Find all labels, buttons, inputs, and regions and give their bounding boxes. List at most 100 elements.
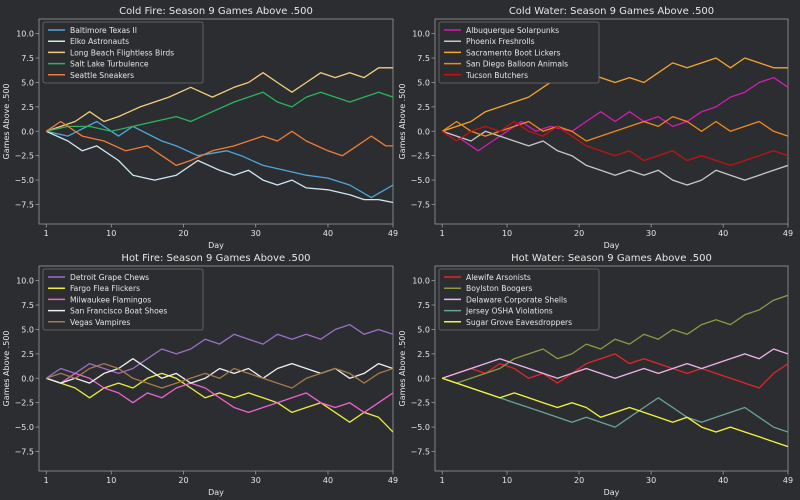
y-axis-label: Games Above .500 (398, 84, 407, 160)
y-tick-label: −5.0 (15, 423, 34, 432)
series-line-3 (441, 57, 788, 132)
x-axis-label: Day (208, 241, 224, 250)
series-line-5 (45, 362, 393, 389)
legend-label-4: San Francisco Boat Shoes (70, 307, 167, 316)
x-tick-label: 40 (718, 476, 728, 485)
x-tick-label: 10 (502, 229, 512, 238)
y-tick-label: 5.0 (21, 325, 34, 334)
legend-label-3: Sacramento Boot Lickers (466, 48, 561, 57)
x-axis-label: Day (604, 241, 620, 250)
y-tick-label: −5.0 (411, 176, 430, 185)
series-line-1 (441, 76, 788, 152)
y-tick-label: 0.0 (417, 127, 430, 136)
legend-label-3: Delaware Corporate Shells (466, 295, 567, 304)
legend-label-3: Milwaukee Flamingos (70, 295, 151, 304)
series-line-5 (441, 377, 788, 448)
y-tick-label: 5.0 (21, 78, 34, 87)
y-tick-label: 2.5 (417, 103, 430, 112)
series-line-5 (441, 120, 788, 167)
chart-title: Hot Water: Season 9 Games Above .500 (511, 253, 712, 264)
x-tick-label: 30 (251, 476, 261, 485)
y-tick-label: 0.0 (21, 127, 34, 136)
legend-label-5: Vegas Vampires (70, 318, 130, 327)
chart-title: Cold Water: Season 9 Games Above .500 (509, 6, 714, 17)
series-lines (441, 294, 788, 448)
series-line-3 (441, 348, 788, 379)
x-tick-label: 49 (783, 476, 793, 485)
series-line-3 (45, 67, 393, 132)
y-tick-label: −5.0 (411, 423, 430, 432)
y-tick-label: 10.0 (16, 277, 34, 286)
legend-label-5: Sugar Grove Eavesdroppers (466, 318, 572, 327)
series-lines (441, 57, 788, 186)
legend-box (42, 21, 204, 84)
series-lines (45, 67, 393, 204)
x-axis-label: Day (208, 488, 224, 497)
legend-label-1: Alewife Arsonists (466, 273, 531, 282)
y-tick-label: 7.5 (21, 54, 34, 63)
y-tick-label: −5.0 (15, 176, 34, 185)
x-tick-label: 49 (388, 476, 398, 485)
y-tick-label: 10.0 (412, 277, 430, 286)
x-tick-label: 20 (574, 476, 584, 485)
x-tick-label: 20 (178, 476, 188, 485)
y-axis-label: Games Above .500 (398, 331, 407, 407)
legend: Baltimore Texas II Elko Astronauts Long Be… (42, 21, 204, 84)
y-tick-label: 5.0 (417, 325, 430, 334)
legend-label-1: Detroit Grape Chews (70, 273, 149, 282)
legend-box (42, 268, 204, 331)
chart-panel-3: Hot Fire: Season 9 Games Above .500 1 10 20… (2, 253, 398, 497)
y-tick-label: −2.5 (15, 399, 34, 408)
legend-label-3: Long Beach Flightless Birds (70, 48, 174, 57)
series-lines (45, 323, 393, 433)
chart-panel-4: Hot Water: Season 9 Games Above .500 1 10 2… (398, 253, 793, 497)
x-tick-label: 1 (440, 229, 445, 238)
legend-label-1: Baltimore Texas II (70, 26, 137, 35)
y-tick-label: 0.0 (417, 374, 430, 383)
legend-box (438, 268, 600, 331)
y-tick-label: 2.5 (21, 350, 34, 359)
y-tick-label: 10.0 (16, 30, 34, 39)
x-tick-label: 40 (718, 229, 728, 238)
chart-panel-2: Cold Water: Season 9 Games Above .500 1 10… (398, 6, 793, 250)
legend-label-2: Phoenix Freshrolls (466, 37, 535, 46)
y-tick-label: 7.5 (417, 301, 430, 310)
legend: Alewife Arsonists Boylston Boogers Delawar… (438, 268, 600, 331)
x-tick-label: 10 (502, 476, 512, 485)
y-tick-label: −7.5 (15, 447, 34, 456)
series-line-5 (45, 120, 393, 167)
chart-panel-1: Cold Fire: Season 9 Games Above .500 1 10 2… (2, 6, 398, 250)
x-tick-label: 10 (106, 476, 116, 485)
chart-title: Hot Fire: Season 9 Games Above .500 (121, 253, 310, 264)
x-tick-label: 20 (178, 229, 188, 238)
x-axis-label: Day (604, 488, 620, 497)
y-tick-label: −2.5 (411, 399, 430, 408)
legend: Albuquerque Solarpunks Phoenix Freshrolls… (438, 21, 600, 84)
series-line-2 (45, 130, 393, 204)
legend-box (438, 21, 600, 84)
legend-label-4: Salt Lake Turbulence (70, 60, 149, 69)
x-tick-label: 49 (388, 229, 398, 238)
series-line-1 (45, 323, 393, 379)
y-axis-label: Games Above .500 (2, 84, 11, 160)
y-tick-label: −7.5 (411, 447, 430, 456)
y-tick-label: 10.0 (412, 30, 430, 39)
legend-label-4: San Diego Balloon Animals (466, 60, 568, 69)
legend-label-2: Elko Astronauts (70, 37, 129, 46)
y-tick-label: 2.5 (417, 350, 430, 359)
y-tick-label: −7.5 (411, 200, 430, 209)
y-tick-label: −2.5 (15, 152, 34, 161)
y-axis-label: Games Above .500 (2, 331, 11, 407)
x-tick-label: 40 (323, 229, 333, 238)
legend: Detroit Grape Chews Fargo Flea Flickers Mi… (42, 268, 204, 331)
legend-label-5: Tucson Butchers (465, 71, 528, 80)
y-tick-label: 5.0 (417, 78, 430, 87)
x-tick-label: 30 (646, 476, 656, 485)
legend-label-5: Seattle Sneakers (70, 71, 134, 80)
x-tick-label: 40 (323, 476, 333, 485)
x-tick-label: 20 (574, 229, 584, 238)
x-tick-label: 30 (251, 229, 261, 238)
x-tick-label: 10 (106, 229, 116, 238)
series-line-3 (45, 372, 393, 414)
